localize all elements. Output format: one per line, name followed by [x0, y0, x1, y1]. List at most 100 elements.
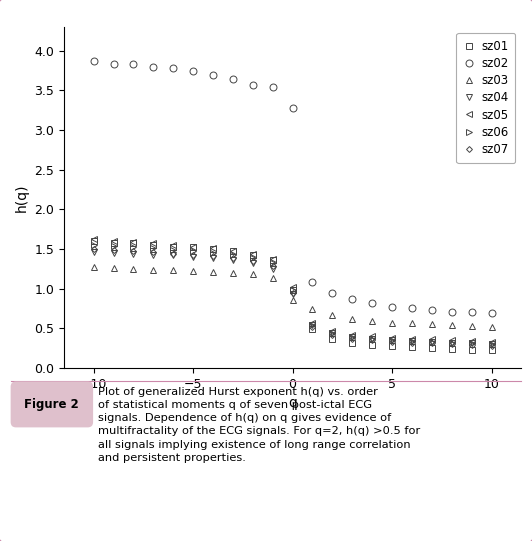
- sz04: [130, 250, 137, 257]
- sz04: [429, 339, 435, 345]
- sz02: [150, 63, 156, 70]
- sz04: [289, 291, 296, 298]
- sz07: [329, 331, 336, 338]
- sz02: [90, 58, 97, 64]
- sz03: [469, 322, 475, 329]
- sz06: [90, 242, 97, 248]
- sz02: [429, 307, 435, 313]
- sz06: [409, 338, 415, 344]
- sz06: [469, 340, 475, 347]
- Line: sz01: sz01: [91, 238, 494, 353]
- sz03: [429, 321, 435, 327]
- sz02: [409, 305, 415, 312]
- sz05: [90, 236, 97, 243]
- sz06: [429, 339, 435, 345]
- sz06: [349, 334, 355, 340]
- sz06: [150, 245, 156, 252]
- sz01: [270, 257, 276, 263]
- sz04: [349, 334, 355, 340]
- sz02: [190, 68, 196, 74]
- Line: sz06: sz06: [91, 242, 494, 347]
- sz05: [130, 239, 137, 245]
- sz06: [270, 260, 276, 267]
- sz05: [270, 256, 276, 262]
- sz01: [210, 246, 216, 252]
- sz01: [488, 347, 495, 354]
- Line: sz07: sz07: [92, 247, 494, 348]
- sz06: [389, 337, 395, 344]
- sz05: [448, 337, 455, 344]
- sz05: [309, 319, 315, 326]
- sz02: [210, 71, 216, 78]
- sz04: [309, 322, 315, 328]
- sz02: [349, 296, 355, 302]
- sz05: [210, 245, 216, 252]
- sz07: [429, 340, 435, 347]
- sz03: [230, 269, 236, 276]
- sz02: [329, 289, 336, 296]
- sz06: [289, 287, 296, 293]
- sz04: [110, 250, 117, 256]
- sz02: [309, 279, 315, 286]
- sz03: [389, 319, 395, 326]
- sz02: [389, 304, 395, 310]
- sz05: [230, 247, 236, 254]
- sz04: [469, 340, 475, 347]
- sz05: [329, 327, 336, 334]
- sz07: [448, 341, 455, 347]
- sz04: [270, 266, 276, 272]
- sz01: [230, 248, 236, 255]
- Y-axis label: h(q): h(q): [14, 183, 29, 212]
- sz02: [130, 61, 137, 68]
- sz07: [488, 342, 495, 349]
- Line: sz05: sz05: [91, 237, 494, 345]
- sz03: [170, 267, 177, 274]
- sz01: [309, 326, 315, 332]
- sz07: [170, 250, 177, 257]
- sz01: [409, 344, 415, 351]
- sz07: [389, 339, 395, 345]
- sz02: [289, 104, 296, 111]
- sz05: [110, 238, 117, 245]
- sz03: [488, 324, 495, 330]
- sz02: [448, 308, 455, 315]
- Legend: sz01, sz02, sz03, sz04, sz05, sz06, sz07: sz01, sz02, sz03, sz04, sz05, sz06, sz07: [456, 33, 516, 163]
- sz03: [409, 320, 415, 327]
- sz02: [469, 309, 475, 315]
- sz06: [488, 341, 495, 347]
- sz07: [409, 339, 415, 346]
- sz03: [270, 275, 276, 281]
- sz05: [369, 333, 376, 339]
- sz07: [90, 246, 97, 252]
- sz07: [250, 258, 256, 264]
- sz06: [329, 330, 336, 337]
- sz01: [369, 342, 376, 348]
- sz03: [329, 312, 336, 318]
- sz07: [130, 247, 137, 254]
- sz05: [170, 242, 177, 248]
- sz07: [289, 289, 296, 296]
- sz04: [90, 249, 97, 255]
- sz03: [130, 266, 137, 272]
- sz04: [230, 257, 236, 263]
- sz01: [349, 340, 355, 347]
- sz05: [488, 339, 495, 345]
- sz01: [90, 238, 97, 245]
- sz05: [409, 335, 415, 342]
- sz04: [190, 254, 196, 260]
- sz06: [369, 335, 376, 342]
- sz03: [90, 264, 97, 270]
- sz03: [289, 296, 296, 303]
- sz04: [150, 251, 156, 258]
- sz04: [488, 341, 495, 347]
- sz02: [488, 310, 495, 316]
- sz02: [250, 82, 256, 88]
- sz01: [289, 287, 296, 293]
- sz07: [110, 247, 117, 253]
- sz07: [309, 324, 315, 330]
- sz02: [110, 60, 117, 67]
- sz01: [190, 244, 196, 250]
- Line: sz02: sz02: [90, 58, 495, 316]
- sz04: [389, 337, 395, 344]
- sz01: [130, 240, 137, 247]
